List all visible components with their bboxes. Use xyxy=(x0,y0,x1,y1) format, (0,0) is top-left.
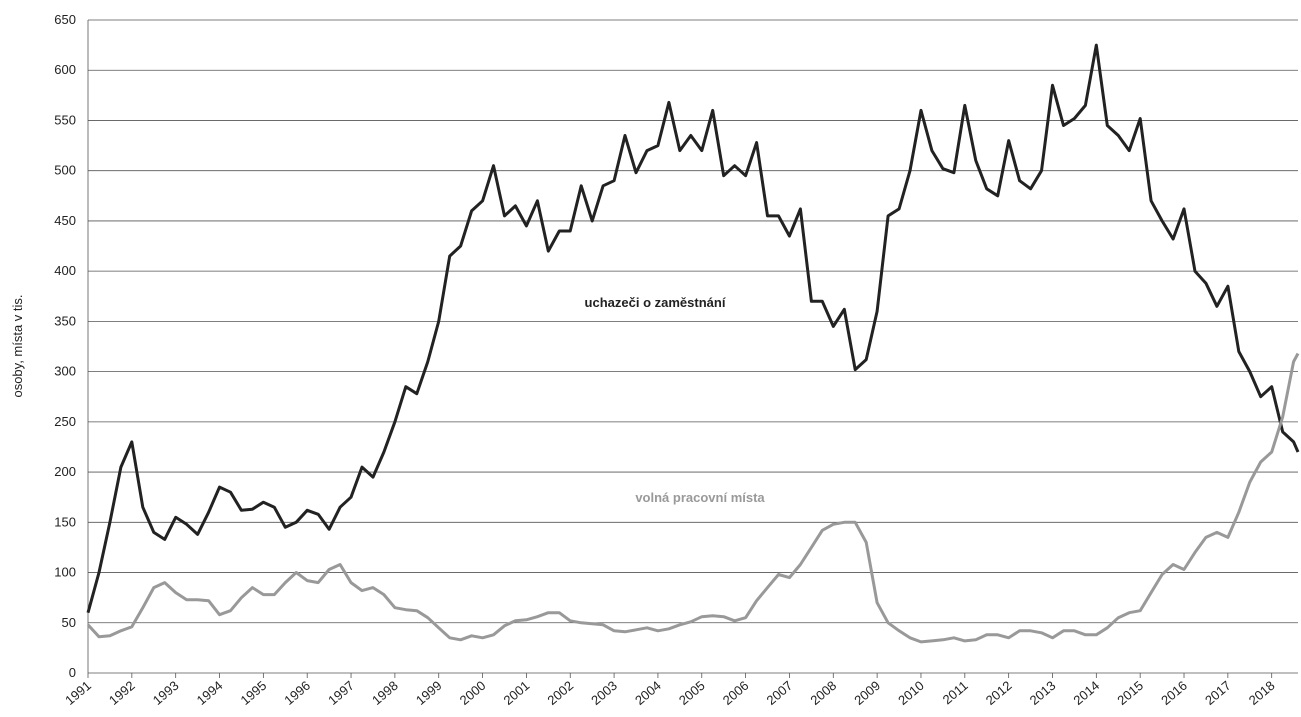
x-tick-label: 2007 xyxy=(764,678,796,708)
y-tick-label: 50 xyxy=(62,615,76,630)
y-tick-label: 150 xyxy=(54,514,76,529)
x-tick-label: 1995 xyxy=(237,678,269,708)
x-tick-label: 2013 xyxy=(1027,678,1059,708)
y-tick-label: 600 xyxy=(54,62,76,77)
y-tick-label: 400 xyxy=(54,263,76,278)
x-tick-label: 2002 xyxy=(544,678,576,708)
x-tick-label: 1998 xyxy=(369,678,401,708)
x-tick-label: 2018 xyxy=(1246,678,1278,708)
x-tick-label: 1999 xyxy=(413,678,445,708)
x-tick-label: 1993 xyxy=(150,678,182,708)
y-tick-label: 100 xyxy=(54,565,76,580)
x-tick-label: 2001 xyxy=(501,678,533,708)
x-tick-label: 2012 xyxy=(983,678,1015,708)
series-line xyxy=(86,43,1300,614)
x-tick-label: 1991 xyxy=(62,678,94,708)
x-tick-label: 2008 xyxy=(807,678,839,708)
x-tick-label: 2017 xyxy=(1202,678,1234,708)
x-tick-label: 2015 xyxy=(1114,678,1146,708)
annotation: uchazeči o zaměstnání xyxy=(585,295,726,310)
x-tick-label: 2005 xyxy=(676,678,708,708)
y-tick-label: 450 xyxy=(54,213,76,228)
series-line xyxy=(86,352,1300,644)
y-tick-label: 300 xyxy=(54,364,76,379)
x-tick-label: 1992 xyxy=(106,678,138,708)
x-tick-label: 2010 xyxy=(895,678,927,708)
y-tick-label: 200 xyxy=(54,464,76,479)
x-tick-label: 1994 xyxy=(194,678,226,708)
x-tick-label: 2011 xyxy=(940,678,971,707)
x-tick-label: 2016 xyxy=(1158,678,1190,708)
y-tick-label: 650 xyxy=(54,12,76,27)
x-tick-label: 2000 xyxy=(457,678,489,708)
y-tick-label: 0 xyxy=(69,665,76,680)
x-tick-label: 2003 xyxy=(588,678,620,708)
x-tick-label: 2009 xyxy=(851,678,883,708)
y-tick-label: 350 xyxy=(54,313,76,328)
x-tick-label: 2006 xyxy=(720,678,752,708)
annotation: volná pracovní místa xyxy=(635,490,765,505)
x-tick-label: 2014 xyxy=(1070,678,1102,708)
y-tick-label: 550 xyxy=(54,112,76,127)
x-tick-label: 1996 xyxy=(281,678,313,708)
y-tick-label: 250 xyxy=(54,414,76,429)
y-tick-label: 500 xyxy=(54,163,76,178)
x-tick-label: 2004 xyxy=(632,678,664,708)
y-axis-label: osoby, místa v tis. xyxy=(10,294,25,397)
x-tick-label: 1997 xyxy=(325,678,357,708)
